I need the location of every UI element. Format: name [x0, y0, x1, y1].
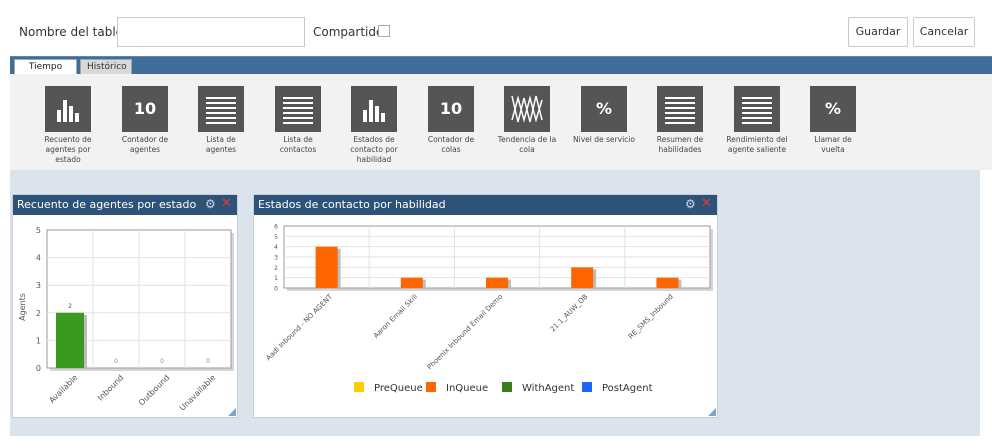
y-tick-label: 1 — [274, 275, 278, 282]
widget-contact-states-by-skill[interactable]: Estados de contacto por habilidad — [343, 86, 405, 165]
widget-label: Nivel de servicio — [573, 135, 635, 144]
legend-swatch — [354, 382, 364, 392]
resize-handle-icon[interactable] — [228, 408, 236, 416]
x-tick-label: Aadl Inbound - NO AGENT — [265, 292, 335, 362]
tab-historical[interactable]: Histórico — [80, 59, 132, 75]
bar — [486, 277, 508, 288]
y-tick-label: 5 — [36, 226, 41, 235]
widget-agent-counter[interactable]: 10 Contador de agentes — [114, 86, 176, 155]
widget-queue-trend[interactable]: Tendencia de la cola — [496, 86, 558, 155]
y-tick-label: 1 — [36, 336, 41, 345]
dashboard-name-input[interactable] — [117, 17, 305, 47]
panel-title: Recuento de agentes por estado — [17, 198, 197, 211]
y-tick-label: 0 — [274, 286, 278, 293]
widget-agent-list[interactable]: Lista de agentes — [190, 86, 252, 155]
gear-icon[interactable]: ⚙ — [685, 197, 696, 211]
y-tick-label: 3 — [274, 255, 278, 262]
widget-label: Contador de agentes — [121, 135, 169, 154]
y-tick-label: 4 — [274, 244, 278, 251]
widget-contact-list[interactable]: Lista de contactos — [267, 86, 329, 155]
widget-palette: Recuento de agentes por estado 10 Contad… — [10, 74, 992, 170]
widget-label: Resumen de habilidades — [656, 135, 704, 154]
trend-icon — [504, 86, 550, 132]
legend-label: PreQueue — [374, 383, 423, 394]
widget-label: Tendencia de la cola — [497, 135, 557, 154]
x-tick-label: Aaron Email Skill — [372, 293, 419, 340]
bar — [56, 312, 84, 368]
counter-icon: 10 — [122, 86, 168, 132]
x-tick-label: Phoenix Inbound Email Demo — [426, 293, 505, 372]
widget-label: Llamar de vuelta — [814, 135, 852, 154]
gear-icon[interactable]: ⚙ — [205, 197, 216, 211]
x-tick-label: Inbound — [96, 373, 125, 402]
panel-contact-states-by-skill: Estados de contacto por habilidad ⚙ ✕ 0 1… — [253, 194, 718, 418]
bar — [656, 277, 679, 288]
widget-skill-summary[interactable]: Resumen de habilidades — [649, 86, 711, 155]
x-tick-label: RE_SMS_Inbound — [627, 293, 675, 341]
legend-label: PostAgent — [602, 383, 653, 394]
list-icon — [734, 86, 780, 132]
x-tick-label: Outbound — [137, 373, 171, 407]
data-label: 2 — [68, 303, 72, 310]
widget-callback[interactable]: % Llamar de vuelta — [802, 86, 864, 155]
counter-icon: 10 — [428, 86, 474, 132]
bar — [400, 277, 423, 288]
close-icon[interactable]: ✕ — [701, 196, 712, 211]
dashboard-header: Nombre del tablero Compartido Guardar Ca… — [0, 0, 992, 56]
panel-agent-count-by-state: Recuento de agentes por estado ⚙ ✕ 0 1 2 3 4… — [12, 194, 238, 418]
cancel-button[interactable]: Cancelar — [913, 17, 975, 47]
x-tick-label: Unavailable — [178, 373, 218, 413]
widget-label: Lista de agentes — [205, 135, 237, 154]
widget-label: Rendimiento del agente saliente — [726, 135, 788, 154]
widget-agent-count-by-state[interactable]: Recuento de agentes por estado — [37, 86, 99, 165]
percent-icon: % — [581, 86, 627, 132]
agent-state-chart: 0 1 2 3 4 5 Agents 2 Available 0 Inbound 0 Outbound 0… — [18, 226, 234, 413]
dashboard-name-label: Nombre del tablero — [19, 25, 136, 39]
y-tick-label: 2 — [36, 309, 41, 318]
percent-icon: % — [810, 86, 856, 132]
y-tick-label: 3 — [36, 281, 41, 290]
widget-label: Estados de contacto por habilidad — [350, 135, 398, 164]
bar — [571, 267, 594, 288]
panel-header[interactable]: Estados de contacto por habilidad ⚙ ✕ — [254, 195, 717, 215]
y-axis-label: Agents — [18, 293, 27, 321]
widget-queue-counter[interactable]: 10 Contador de colas — [420, 86, 482, 155]
list-icon — [275, 86, 321, 132]
legend-label: InQueue — [446, 383, 488, 394]
x-tick-label: Available — [47, 373, 79, 405]
y-tick-label: 2 — [274, 265, 278, 272]
shared-checkbox[interactable] — [378, 25, 390, 37]
list-icon — [657, 86, 703, 132]
tab-bar: Tiempo real Histórico — [10, 56, 992, 87]
bar-chart-icon — [351, 86, 397, 132]
x-tick-label: 21.1_AUW_OB — [549, 293, 590, 334]
y-tick-label: 0 — [36, 364, 41, 373]
contact-states-chart: 0 1 2 3 4 5 6 Aadl Inbound - NO AGENT Aaron Emai… — [265, 224, 713, 394]
widget-outbound-agent-performance[interactable]: Rendimiento del agente saliente — [726, 86, 788, 155]
widget-label: Lista de contactos — [279, 135, 317, 154]
legend-swatch — [582, 382, 592, 392]
widget-service-level[interactable]: % Nivel de servicio — [573, 86, 635, 145]
y-tick-label: 4 — [36, 254, 41, 263]
data-label: 0 — [206, 358, 210, 365]
data-label: 0 — [114, 358, 118, 365]
bar-chart-icon — [45, 86, 91, 132]
bar — [315, 246, 338, 288]
resize-handle-icon[interactable] — [708, 408, 716, 416]
legend-label: WithAgent — [522, 383, 574, 394]
widget-label: Recuento de agentes por estado — [44, 135, 92, 164]
legend-swatch — [502, 382, 512, 392]
widget-label: Contador de colas — [427, 135, 475, 154]
tab-real-time[interactable]: Tiempo real — [14, 59, 77, 87]
panel-header[interactable]: Recuento de agentes por estado ⚙ ✕ — [13, 195, 237, 215]
data-label: 0 — [160, 358, 164, 365]
y-tick-label: 6 — [274, 224, 278, 231]
save-button[interactable]: Guardar — [848, 17, 908, 47]
close-icon[interactable]: ✕ — [221, 196, 232, 211]
list-icon — [198, 86, 244, 132]
legend-swatch — [426, 382, 436, 392]
shared-label: Compartido — [313, 25, 384, 39]
panel-title: Estados de contacto por habilidad — [258, 198, 446, 211]
y-tick-label: 5 — [274, 234, 278, 241]
